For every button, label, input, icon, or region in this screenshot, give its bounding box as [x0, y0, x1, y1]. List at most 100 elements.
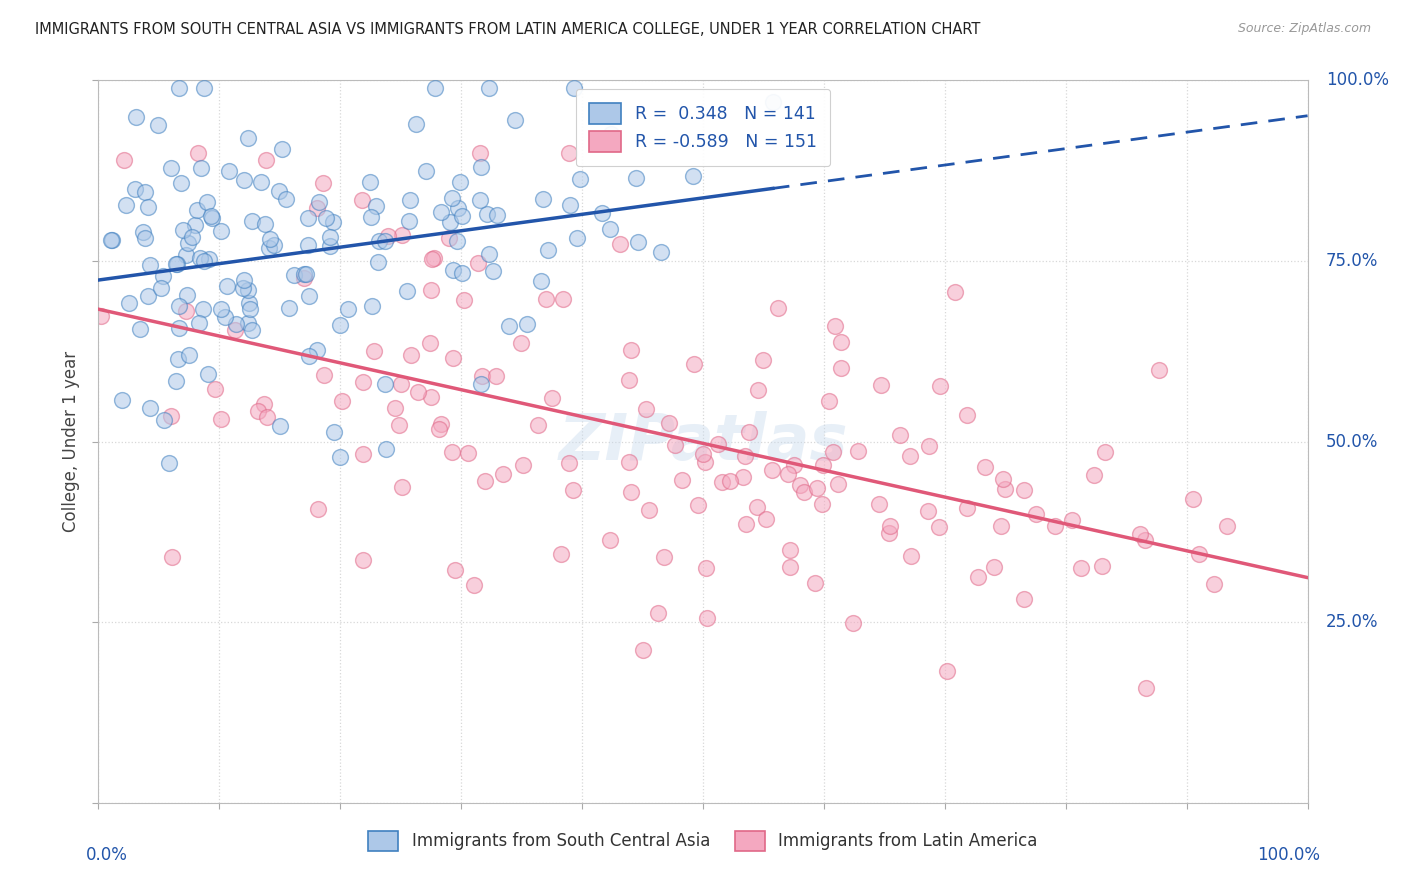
Point: [129, 322, 152, 336]
Point: [298, 349, 321, 363]
Point: [422, 252, 444, 267]
Point: [167, 321, 190, 335]
Point: [165, 257, 187, 271]
Point: [533, 192, 555, 206]
Point: [793, 485, 815, 500]
Point: [307, 202, 329, 216]
Point: [824, 318, 846, 333]
Point: [352, 375, 374, 389]
Point: [374, 377, 396, 392]
Text: IMMIGRANTS FROM SOUTH CENTRAL ASIA VS IMMIGRANTS FROM LATIN AMERICA COLLEGE, UND: IMMIGRANTS FROM SOUTH CENTRAL ASIA VS IM…: [35, 22, 980, 37]
Text: 75.0%: 75.0%: [1326, 252, 1378, 270]
Point: [312, 368, 335, 383]
Point: [617, 455, 640, 469]
Point: [695, 561, 717, 575]
Point: [650, 244, 672, 259]
Point: [560, 198, 582, 212]
Point: [124, 182, 146, 196]
Point: [707, 437, 730, 451]
Point: [664, 438, 686, 452]
Point: [991, 472, 1014, 486]
Point: [375, 442, 398, 457]
Point: [624, 171, 647, 186]
Point: [696, 610, 718, 624]
Point: [190, 161, 212, 175]
Point: [558, 145, 581, 160]
Point: [233, 273, 256, 287]
Point: [457, 446, 479, 460]
Point: [451, 209, 474, 223]
Point: [512, 458, 534, 472]
Point: [762, 95, 785, 110]
Point: [710, 475, 733, 490]
Point: [530, 274, 553, 288]
Point: [600, 127, 623, 141]
Text: ZIPatlas: ZIPatlas: [558, 410, 848, 473]
Point: [444, 563, 467, 577]
Point: [377, 229, 399, 244]
Point: [928, 519, 950, 533]
Point: [90, 309, 112, 323]
Point: [352, 552, 374, 566]
Point: [330, 394, 353, 409]
Point: [441, 444, 464, 458]
Point: [766, 301, 789, 315]
Point: [319, 230, 342, 244]
Point: [329, 318, 352, 332]
Point: [159, 161, 181, 175]
Point: [439, 215, 461, 229]
Point: [307, 343, 329, 358]
Point: [453, 293, 475, 307]
Point: [239, 301, 262, 316]
Point: [658, 416, 681, 430]
Point: [889, 428, 911, 442]
Point: [292, 267, 315, 281]
Point: [361, 299, 384, 313]
Point: [419, 335, 441, 350]
Point: [360, 210, 382, 224]
Point: [139, 258, 162, 272]
Point: [240, 323, 263, 337]
Point: [315, 211, 337, 226]
Point: [319, 238, 342, 252]
Point: [467, 256, 489, 270]
Point: [389, 376, 412, 391]
Point: [253, 217, 276, 231]
Point: [1012, 483, 1035, 498]
Point: [471, 368, 494, 383]
Point: [136, 200, 159, 214]
Point: [167, 299, 190, 313]
Point: [201, 211, 224, 225]
Point: [492, 467, 515, 481]
Point: [1135, 681, 1157, 696]
Point: [683, 357, 706, 371]
Point: [323, 425, 346, 439]
Point: [636, 401, 658, 416]
Point: [1014, 591, 1036, 606]
Point: [308, 194, 330, 209]
Point: [1070, 561, 1092, 575]
Point: [652, 549, 675, 564]
Point: [134, 185, 156, 199]
Point: [134, 231, 156, 245]
Point: [336, 301, 359, 316]
Point: [983, 559, 1005, 574]
Point: [537, 244, 560, 258]
Point: [165, 375, 187, 389]
Point: [486, 208, 509, 222]
Point: [211, 224, 233, 238]
Point: [935, 665, 957, 679]
Point: [918, 439, 941, 453]
Point: [297, 211, 319, 225]
Point: [160, 409, 183, 423]
Point: [474, 475, 496, 489]
Point: [1215, 519, 1237, 533]
Point: [478, 80, 501, 95]
Point: [692, 447, 714, 461]
Point: [209, 411, 232, 425]
Point: [747, 384, 769, 398]
Text: Source: ZipAtlas.com: Source: ZipAtlas.com: [1237, 22, 1371, 36]
Point: [384, 401, 406, 415]
Point: [761, 462, 783, 476]
Text: 25.0%: 25.0%: [1326, 613, 1378, 632]
